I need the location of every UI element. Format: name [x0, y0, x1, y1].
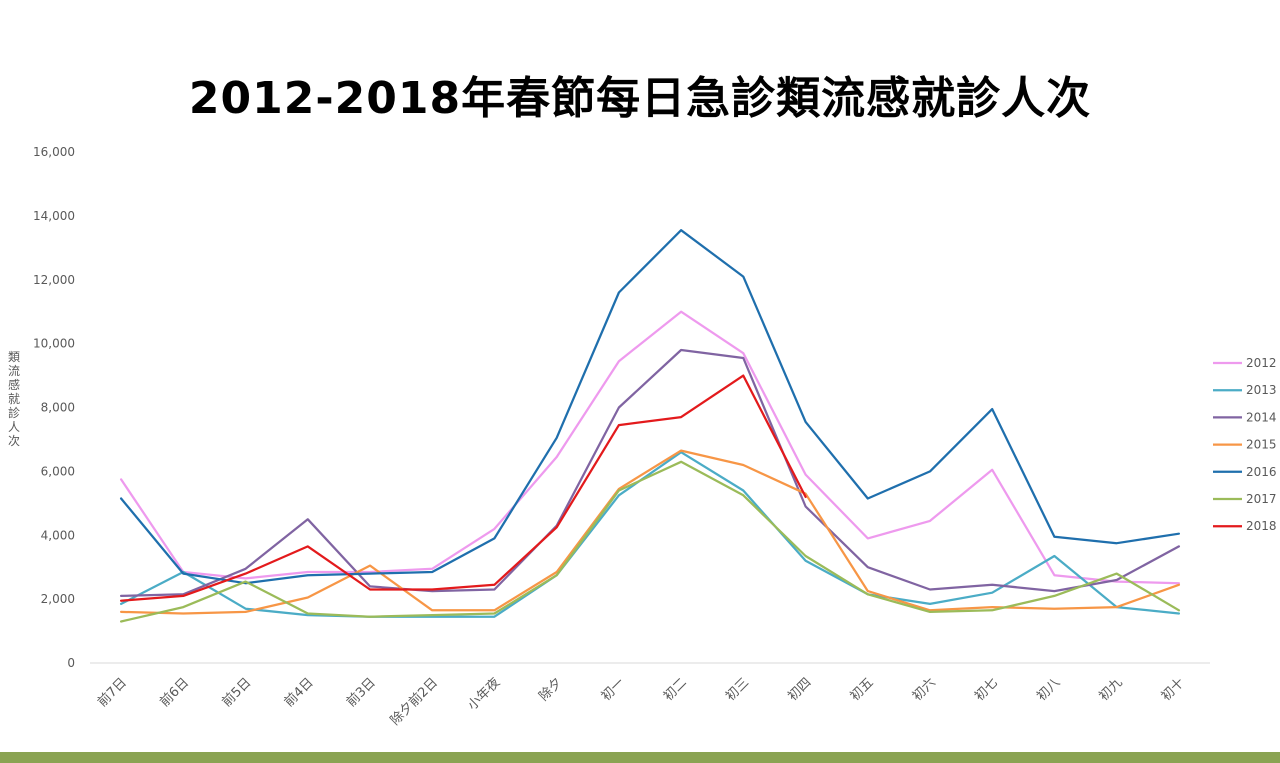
x-tick-label: 小年夜 [465, 675, 503, 713]
x-tick-label: 初十 [1159, 675, 1188, 704]
x-tick-label: 前3日 [343, 675, 379, 711]
y-tick-label: 14,000 [33, 209, 75, 223]
y-tick-label: 6,000 [41, 464, 75, 478]
series-line-2017 [119, 460, 1181, 623]
legend-label-2017: 2017 [1246, 492, 1277, 506]
x-tick-label: 除夕前2日 [387, 675, 441, 729]
series-line-2012 [119, 310, 1181, 585]
series-line-2014 [119, 348, 1181, 598]
legend-label-2018: 2018 [1246, 519, 1277, 533]
y-tick-label: 8,000 [41, 401, 75, 415]
legend-label-2016: 2016 [1246, 465, 1277, 479]
chart-title: 2012-2018年春節每日急診類流感就診人次 [188, 73, 1092, 124]
x-tick-label: 初六 [910, 675, 939, 704]
legend-label-2015: 2015 [1246, 438, 1277, 452]
legend-label-2012: 2012 [1246, 356, 1277, 370]
y-tick-label: 4,000 [41, 528, 75, 542]
x-tick-label: 初二 [661, 675, 690, 704]
x-tick-label: 初五 [848, 675, 877, 704]
x-tick-label: 前4日 [281, 675, 317, 711]
y-tick-label: 12,000 [33, 273, 75, 287]
y-tick-label: 2,000 [41, 592, 75, 606]
x-tick-label: 前5日 [219, 675, 255, 711]
x-tick-label: 初八 [1034, 675, 1063, 704]
x-tick-label: 初一 [599, 675, 628, 704]
legend: 2012 2013 2014 2015 2016 2017 2018 [1213, 356, 1277, 533]
y-tick-label: 16,000 [33, 145, 75, 159]
y-axis-label: 類流感就診人次 [7, 350, 20, 448]
y-axis-ticks: 0 2,000 4,000 6,000 8,000 10,000 12,000 14,000 1… [33, 145, 75, 670]
footer-bar [0, 752, 1280, 763]
x-axis-ticks: 前7日 前6日 前5日 前4日 前3日 除夕前2日 小年夜 除夕 初一 初二 初三 初四 初五 初六 初七 初… [94, 675, 1187, 729]
x-tick-label: 前7日 [94, 675, 130, 711]
legend-label-2013: 2013 [1246, 383, 1277, 397]
x-tick-label: 初七 [972, 675, 1001, 704]
y-tick-label: 0 [67, 656, 75, 670]
x-tick-label: 初三 [723, 675, 752, 704]
x-tick-label: 初四 [785, 675, 814, 704]
x-tick-label: 除夕 [536, 675, 565, 704]
x-tick-label: 初九 [1096, 675, 1125, 704]
series-line-2016 [119, 229, 1181, 585]
x-tick-label: 前6日 [157, 675, 193, 711]
legend-label-2014: 2014 [1246, 410, 1277, 424]
y-tick-label: 10,000 [33, 337, 75, 351]
series-line-2018 [119, 374, 807, 602]
series-lines [119, 229, 1181, 623]
